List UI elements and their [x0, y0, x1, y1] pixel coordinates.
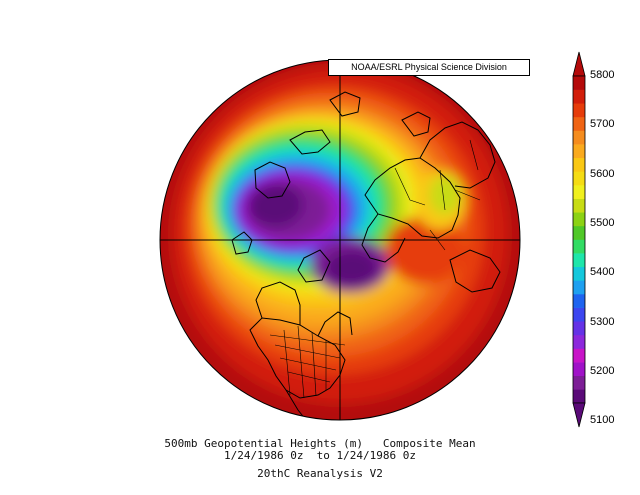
caption-title: 500mb Geopotential Heights (m) Composite… — [164, 437, 476, 450]
colorbar-swatch — [573, 212, 585, 227]
colorbar-tick-label: 5300 — [590, 315, 615, 328]
political-borders — [269, 139, 481, 399]
colorbar-swatch — [573, 116, 585, 131]
caption-dataset: 20thC Reanalysis V2 — [257, 467, 383, 480]
colorbar-swatch — [573, 389, 585, 404]
colorbar-under-arrow — [572, 402, 586, 428]
colorbar-over-arrow — [572, 51, 586, 77]
coastlines — [231, 91, 501, 420]
colorbar-swatch — [573, 253, 585, 268]
colorbar-swatch — [573, 144, 585, 159]
colorbar-swatch — [573, 198, 585, 213]
caption-date-range: 1/24/1986 0z to 1/24/1986 0z — [223, 449, 417, 462]
colorbar — [572, 51, 586, 428]
colorbar-tick-label: 5500 — [590, 216, 615, 229]
colorbar-swatch — [573, 185, 585, 199]
colorbar-swatch — [573, 348, 585, 363]
colorbar-swatch — [573, 334, 585, 349]
colorbar-swatch — [573, 375, 585, 390]
colorbar-swatch — [573, 307, 585, 322]
colorbar-swatch — [573, 294, 585, 308]
colorbar-swatch — [573, 89, 585, 104]
graticule — [160, 60, 520, 420]
colorbar-swatch — [573, 225, 585, 240]
colorbar-swatch — [573, 266, 585, 281]
colorbar-swatch — [573, 239, 585, 254]
colorbar-swatch — [573, 362, 585, 377]
height-field — [160, 60, 520, 420]
colorbar-tick-label: 5100 — [590, 414, 615, 427]
colorbar-swatch — [573, 103, 585, 118]
colorbar-tick-label: 5600 — [590, 167, 615, 180]
colorbar-tick-label: 5700 — [590, 118, 615, 131]
colorbar-swatch — [573, 321, 585, 336]
colorbar-tick-label: 5400 — [590, 266, 615, 279]
colorbar-swatch — [573, 76, 585, 90]
colorbar-swatch — [573, 130, 585, 145]
credit-label: NOAA/ESRL Physical Science Division — [328, 59, 530, 76]
colorbar-swatch — [573, 280, 585, 295]
colorbar-tick-label: 5800 — [590, 69, 615, 81]
colorbar-swatch — [573, 157, 585, 172]
colorbar-tick-label: 5200 — [590, 364, 615, 377]
colorbar-swatch — [573, 171, 585, 186]
